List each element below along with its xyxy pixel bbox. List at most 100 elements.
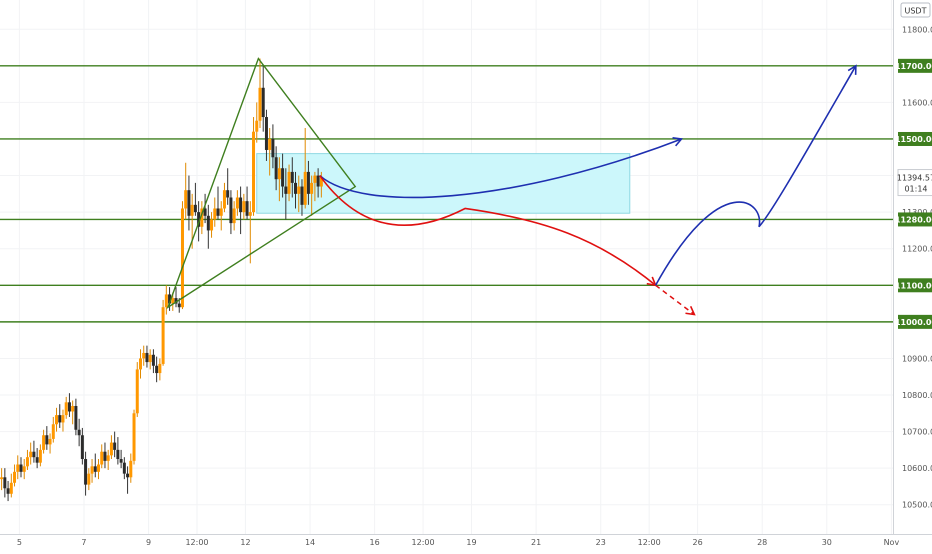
candle-body: [122, 462, 126, 474]
candle-body: [174, 298, 178, 304]
candle-body: [25, 457, 29, 467]
candle-body: [100, 451, 104, 465]
candle-body: [319, 177, 323, 187]
candle-body: [306, 171, 310, 194]
blue-arrowhead-1: [672, 137, 684, 147]
time-tick-label: 19: [466, 538, 476, 547]
current-price-label: 11394.57: [897, 174, 932, 183]
candle-body: [177, 303, 181, 308]
level-price-tag-box: [898, 212, 932, 227]
candle-body: [300, 186, 304, 205]
level-price-tag-label: 11000.00: [895, 318, 932, 327]
candle-body: [284, 186, 288, 194]
candle-body: [19, 464, 23, 472]
triangle-pattern: [166, 57, 357, 309]
candle-body: [113, 442, 117, 450]
candle-body: [313, 175, 317, 183]
candle-body: [74, 405, 78, 430]
candle-body: [42, 435, 46, 450]
candle-body: [187, 190, 191, 216]
candle-body: [22, 466, 26, 472]
price-tick-label: 11200.00: [902, 245, 932, 254]
level-price-tag: 11280.00: [895, 212, 932, 227]
candle-body: [235, 197, 239, 209]
candle-body: [71, 405, 75, 412]
candle-body: [203, 208, 207, 216]
candle-body: [16, 464, 20, 472]
candle-body: [116, 449, 120, 460]
candle-body: [287, 171, 291, 194]
level-price-tag-label: 11100.00: [895, 281, 932, 290]
candle-body: [0, 477, 4, 480]
candle-body: [132, 413, 136, 461]
level-price-tag: 11100.00: [895, 278, 932, 293]
candle-body: [239, 197, 243, 213]
level-price-tag-box: [898, 278, 932, 293]
time-tick-label: 30: [822, 538, 832, 547]
candle-body: [206, 215, 210, 231]
candle-body: [242, 201, 246, 213]
candle-body: [106, 455, 110, 461]
candle-body: [210, 219, 214, 231]
annotations-layer: [166, 57, 857, 316]
candle-body: [103, 451, 107, 461]
candle-body: [268, 138, 272, 150]
candle-body: [155, 365, 159, 374]
time-tick-label: 14: [305, 538, 315, 547]
candle-body: [135, 369, 139, 414]
candle-body: [38, 449, 42, 463]
candle-body: [119, 459, 123, 463]
currency-badge-box: [900, 2, 931, 18]
blue-projection-2: [654, 65, 857, 286]
candle-body: [197, 212, 201, 227]
candle-body: [213, 208, 217, 220]
level-price-tag: 11000.00: [895, 314, 932, 329]
candle-body: [271, 138, 275, 158]
candle-body: [264, 117, 268, 150]
candle-body: [67, 402, 71, 412]
candle-body: [32, 451, 36, 458]
red-projection: [319, 175, 657, 286]
time-tick-label: 12:00: [185, 538, 208, 547]
price-tick-label: 11800.00: [902, 25, 932, 34]
candle-body: [51, 424, 55, 439]
current-price-tag: 11394.57 01:14: [897, 169, 932, 197]
candle-body: [229, 197, 233, 224]
candle-body: [97, 464, 101, 472]
candle-body: [297, 186, 301, 194]
candle-body: [3, 477, 7, 489]
candle-body: [274, 157, 278, 180]
candle-body: [35, 457, 39, 463]
price-tick-label: 10500.00: [902, 501, 932, 510]
time-tick-label: 26: [693, 538, 703, 547]
grid-layer: [0, 0, 893, 534]
blue-projection-1: [319, 138, 682, 199]
time-tick-label: 12:00: [412, 538, 435, 547]
level-price-tag-label: 11500.00: [895, 135, 932, 144]
blue-arrowhead-2: [847, 64, 857, 75]
candle-body: [29, 451, 33, 458]
candle-body: [184, 190, 188, 209]
candle-body: [232, 208, 236, 224]
candle-body: [138, 358, 142, 370]
candle-body: [158, 363, 162, 374]
candle-body: [226, 190, 230, 198]
candle-body: [261, 87, 265, 118]
time-tick-label: 5: [17, 538, 22, 547]
candle-body: [93, 466, 97, 472]
candle-body: [219, 208, 223, 216]
candle-body: [316, 175, 320, 187]
candle-body: [252, 131, 256, 213]
candle-body: [168, 294, 172, 304]
candle-body: [190, 204, 194, 216]
candle-body: [45, 435, 49, 445]
candle-body: [142, 352, 146, 359]
candle-body: [58, 415, 62, 423]
candle-body: [164, 294, 168, 308]
candle-body: [90, 466, 94, 474]
price-axis-bg: [893, 0, 932, 550]
candle-body: [258, 87, 262, 121]
candle-body: [61, 415, 65, 423]
